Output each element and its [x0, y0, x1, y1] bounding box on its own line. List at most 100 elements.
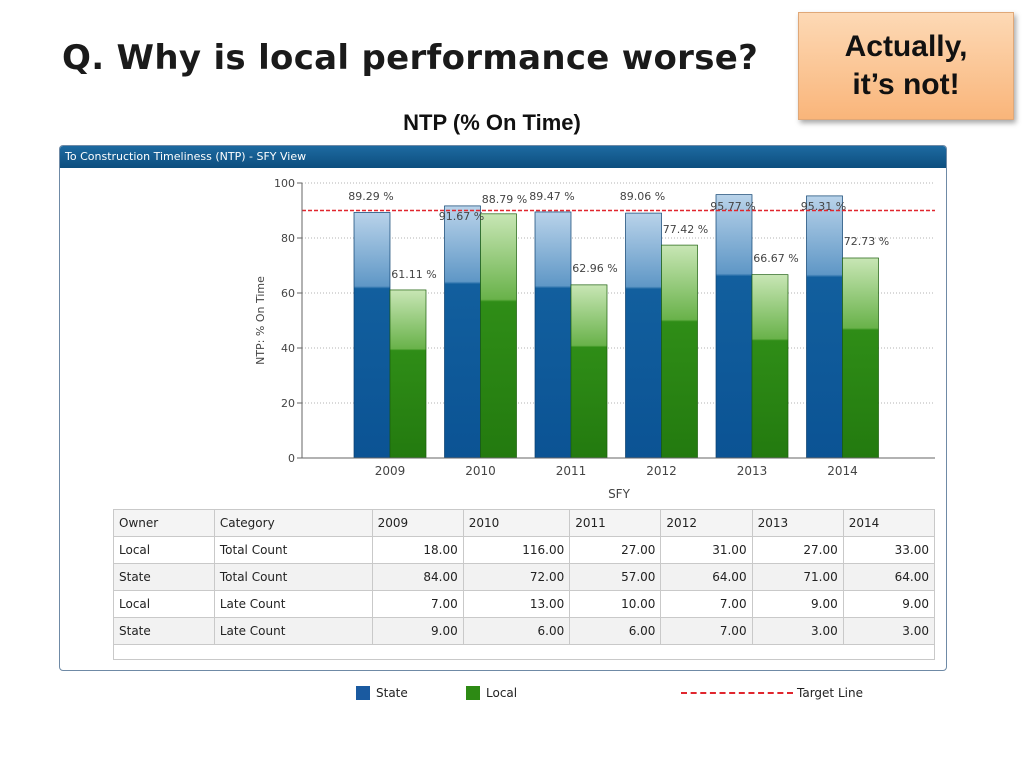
state-bar-2012 — [625, 212, 662, 459]
table-cell: 9.00 — [751, 590, 844, 618]
table-cell: 10.00 — [569, 590, 662, 618]
table-cell: 71.00 — [751, 563, 844, 591]
column-header[interactable]: 2014 — [842, 509, 936, 537]
table-cell: 31.00 — [660, 536, 753, 564]
y-tick-label: 20 — [281, 397, 295, 410]
table-cell: Local — [113, 536, 215, 564]
local-bar-2011 — [570, 284, 608, 459]
table-row: State Late Count 9.00 6.00 6.00 7.00 3.0… — [113, 617, 936, 645]
table-cell: 7.00 — [660, 590, 753, 618]
legend-label-local: Local — [486, 686, 518, 700]
table-cell: 57.00 — [569, 563, 662, 591]
chart-heading: NTP (% On Time) — [403, 110, 581, 135]
table-cell: State — [113, 563, 215, 591]
panel-header: To Construction Timeliness (NTP) - SFY V… — [60, 146, 946, 168]
x-tick-label: 2012 — [646, 464, 677, 478]
chart-panel: To Construction Timeliness (NTP) - SFY V… — [59, 145, 947, 671]
table-cell: 72.00 — [462, 563, 571, 591]
column-header[interactable]: Owner — [113, 509, 215, 537]
local-data-label: 88.79 % — [482, 193, 527, 206]
table-cell: Late Count — [213, 590, 373, 618]
state-bar-2009 — [353, 212, 391, 459]
table-cell: 27.00 — [569, 536, 662, 564]
table-cell: 3.00 — [751, 617, 844, 645]
local-bar-2010 — [480, 213, 517, 459]
state-bar-2010 — [444, 205, 481, 459]
x-tick-label: 2009 — [375, 464, 406, 478]
table-cell: Total Count — [213, 563, 373, 591]
table-cell: Late Count — [213, 617, 373, 645]
local-data-label: 77.42 % — [663, 223, 708, 236]
local-data-label: 61.11 % — [391, 268, 436, 281]
state-swatch — [356, 686, 370, 700]
data-table: Owner Category 2009 2010 2011 2012 2013 … — [113, 509, 936, 660]
y-tick-label: 0 — [288, 452, 295, 465]
y-tick-label: 100 — [274, 177, 295, 190]
legend-label-target: Target Line — [797, 686, 863, 700]
state-data-label: 95.77 % — [710, 200, 755, 213]
local-bar-2013 — [751, 274, 789, 459]
slide-title: Q. Why is local performance worse? — [62, 38, 759, 78]
local-bar-2009 — [389, 289, 427, 459]
table-cell: 7.00 — [660, 617, 753, 645]
y-tick-label: 40 — [281, 342, 295, 355]
table-cell: 3.00 — [842, 617, 936, 645]
legend-item-local[interactable]: Local — [466, 686, 517, 700]
table-cell: 9.00 — [842, 590, 936, 618]
table-cell: 6.00 — [569, 617, 662, 645]
state-bar-2013 — [715, 194, 753, 459]
column-header[interactable]: 2013 — [751, 509, 844, 537]
state-data-label: 89.29 % — [348, 190, 393, 203]
state-bar-2011 — [534, 211, 572, 459]
table-row: Local Late Count 7.00 13.00 10.00 7.00 9… — [113, 590, 936, 618]
table-cell: 27.00 — [751, 536, 844, 564]
table-cell: 33.00 — [842, 536, 936, 564]
x-tick-label: 2013 — [737, 464, 768, 478]
table-cell: 18.00 — [371, 536, 464, 564]
y-tick-label: 60 — [281, 287, 295, 300]
bars — [353, 194, 879, 459]
x-tick-label: 2014 — [827, 464, 858, 478]
column-header[interactable]: 2011 — [569, 509, 662, 537]
table-cell: 116.00 — [462, 536, 571, 564]
state-data-label: 89.06 % — [620, 190, 665, 203]
table-cell: 84.00 — [371, 563, 464, 591]
column-header[interactable]: Category — [213, 509, 373, 537]
table-cell: 64.00 — [842, 563, 936, 591]
table-cell: Total Count — [213, 536, 373, 564]
local-data-label: 72.73 % — [844, 235, 889, 248]
table-cell: 13.00 — [462, 590, 571, 618]
column-header[interactable]: 2009 — [371, 509, 464, 537]
table-cell: State — [113, 617, 215, 645]
table-cell: 6.00 — [462, 617, 571, 645]
table-cell — [113, 644, 935, 660]
legend-item-state[interactable]: State — [356, 686, 408, 700]
table-cell: 9.00 — [371, 617, 464, 645]
legend-item-target[interactable]: Target Line — [681, 686, 863, 700]
table-cell: 7.00 — [371, 590, 464, 618]
local-swatch — [466, 686, 480, 700]
table-row: Local Total Count 18.00 116.00 27.00 31.… — [113, 536, 936, 564]
callout-line-1: Actually, — [844, 30, 968, 63]
y-axis-label: NTP: % On Time — [254, 276, 267, 365]
ntp-chart: 89.29 % 61.11 % 91.67 % 88.79 % 89.47 % 62.96… — [254, 177, 935, 501]
table-header-row: Owner Category 2009 2010 2011 2012 2013 … — [113, 509, 936, 537]
state-bar-2014 — [806, 195, 843, 459]
target-line-swatch — [681, 692, 793, 694]
local-data-label: 66.67 % — [753, 252, 798, 265]
column-header[interactable]: 2010 — [462, 509, 571, 537]
callout-line-2: it’s not! — [852, 68, 960, 101]
table-empty-row — [113, 644, 935, 660]
state-data-label: 91.67 % — [439, 210, 484, 223]
table-cell: Local — [113, 590, 215, 618]
column-header[interactable]: 2012 — [660, 509, 753, 537]
x-tick-label: 2010 — [465, 464, 496, 478]
x-axis-label: SFY — [608, 487, 631, 501]
table-row: State Total Count 84.00 72.00 57.00 64.0… — [113, 563, 936, 591]
callout-box: Actually, it’s not! — [798, 12, 1014, 120]
table-cell: 64.00 — [660, 563, 753, 591]
x-tick-label: 2011 — [556, 464, 587, 478]
state-data-label: 89.47 % — [529, 190, 574, 203]
local-bar-2014 — [842, 257, 879, 459]
local-bar-2012 — [661, 244, 698, 459]
